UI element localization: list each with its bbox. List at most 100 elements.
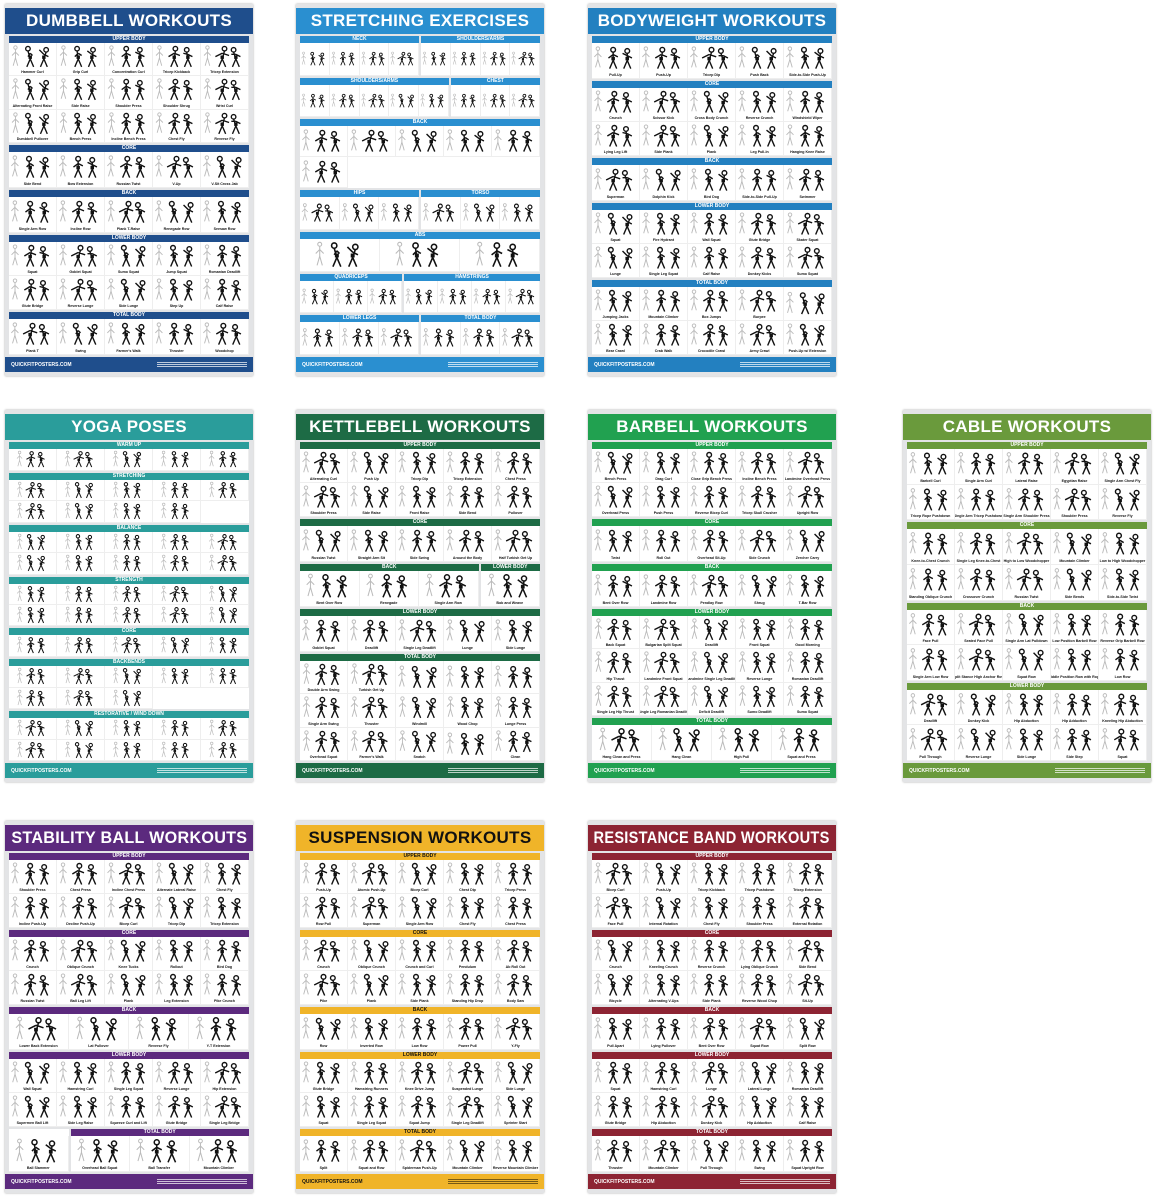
exercise-name: Jumping Jacks — [602, 315, 629, 319]
exercise-figure-icon — [301, 328, 334, 348]
exercise-name: Plank — [123, 998, 134, 1003]
exercise-grid: Crunch Oblique Crunch Crunch and Curl Pendu… — [300, 936, 540, 1005]
exercise-cell — [105, 501, 153, 523]
exercise-cell — [201, 479, 249, 502]
exercise-cell: Pull Through — [907, 725, 955, 761]
exercise-figure-icon — [957, 648, 996, 671]
exercise-cell: Russian Twist — [300, 525, 348, 563]
poster-stability-ball-workouts[interactable]: STABILITY BALL WORKOUTS UPPER BODY Shoulde… — [5, 821, 253, 1193]
poster-resistance-band-workouts[interactable]: RESISTANCE BAND WORKOUTS UPPER BODY Bicep … — [588, 821, 836, 1193]
exercise-cell: Thruster — [592, 1135, 640, 1172]
exercise-figure-icon — [690, 212, 729, 235]
footer-brand-text[interactable]: QUICKFITPOSTERS.COM — [302, 1178, 363, 1185]
exercise-cell: Bear Crawl — [592, 321, 640, 355]
exercise-figure-icon — [16, 481, 45, 498]
exercise-cell — [105, 718, 153, 740]
footer-brand-text[interactable]: QUICKFITPOSTERS.COM — [594, 1178, 655, 1185]
section-upper-body: UPPER BODY Bench Press Drag Curl Close Grip… — [592, 442, 832, 517]
poster-stretching-exercises[interactable]: STRETCHING EXERCISES NECK SHOULDERS/ARMS SH… — [296, 4, 544, 376]
exercise-figure-icon — [398, 485, 437, 508]
exercise-figure-icon — [909, 487, 948, 511]
footer-brand-text[interactable]: QUICKFITPOSTERS.COM — [11, 1178, 72, 1185]
exercise-name: Hip Thrust — [606, 676, 625, 681]
section-upper-body: UPPER BODY Shoulder Press Chest Press Incli… — [9, 853, 249, 928]
exercise-cell: Pike Crunch — [201, 970, 249, 1005]
exercise-cell — [9, 553, 57, 575]
exercise-cell — [105, 479, 153, 502]
exercise-cell: Single Leg Romanian Deadlift — [640, 682, 688, 716]
poster-yoga-poses[interactable]: YOGA POSES WARM UP STRETCHING BALANCE STRENG… — [5, 410, 253, 782]
exercise-name: T-Bar Row — [798, 601, 817, 606]
exercise-cell: Plank — [105, 970, 153, 1005]
exercise-figure-icon — [64, 637, 93, 654]
exercise-figure-icon — [398, 1061, 437, 1084]
footer-brand-text[interactable]: QUICKFITPOSTERS.COM — [909, 767, 970, 774]
footer-brand-text[interactable]: QUICKFITPOSTERS.COM — [302, 361, 363, 368]
exercise-cell: High to Low Woodchopper — [1003, 529, 1051, 565]
exercise-name: Straight Arm Sit — [357, 556, 386, 561]
exercise-figure-icon — [75, 1016, 117, 1041]
poster-content: WARM UP STRETCHING BALANCE STRENGTH CORE BACK… — [9, 442, 249, 761]
exercise-figure-icon — [446, 862, 485, 885]
exercise-cell: Pull-Up — [592, 43, 640, 80]
footer-brand-text[interactable]: QUICKFITPOSTERS.COM — [594, 361, 655, 368]
exercise-name: Single Leg Deadlift — [451, 1120, 484, 1125]
exercise-cell — [380, 239, 460, 272]
poster-kettlebell-workouts[interactable]: KETTLEBELL WORKOUTS UPPER BODY Alternating… — [296, 410, 544, 782]
exercise-figure-icon — [203, 1095, 242, 1118]
exercise-figure-icon — [690, 651, 729, 674]
exercise-cell — [329, 84, 360, 118]
exercise-cell: Romanian Deadlift — [784, 649, 832, 683]
exercise-name: Bench Press — [69, 136, 92, 141]
exercise-cell: Low Row — [1099, 645, 1147, 681]
exercise-figure-icon — [446, 451, 485, 474]
footer-brand-text[interactable]: QUICKFITPOSTERS.COM — [11, 767, 72, 774]
exercise-name: Plank — [366, 998, 377, 1003]
exercise-cell: Single Leg Squat — [105, 1058, 153, 1093]
exercise-cell: Back Squat — [592, 616, 640, 650]
exercise-figure-icon — [690, 618, 729, 641]
footer-brand-text[interactable]: QUICKFITPOSTERS.COM — [11, 361, 72, 368]
exercise-name: Atomic Push-Up — [357, 887, 386, 892]
poster-cable-workouts[interactable]: CABLE WORKOUTS UPPER BODY Barbell Curl Sing… — [903, 410, 1151, 782]
exercise-name: Hip Extension — [212, 1086, 237, 1091]
exercise-figure-icon — [11, 200, 50, 223]
exercise-figure-icon — [76, 1138, 118, 1163]
exercise-cell: Single Arm Swing — [300, 694, 348, 728]
footer-brand-text[interactable]: QUICKFITPOSTERS.COM — [302, 767, 363, 774]
exercise-name: Tricep Pushdown — [744, 887, 775, 892]
disclaimer-line — [157, 1183, 247, 1184]
exercise-name: Lunge Press — [504, 721, 527, 726]
section-total-body: TOTAL BODY Jumping Jacks Mountain Climber B… — [592, 280, 832, 355]
poster-suspension-workouts[interactable]: SUSPENSION WORKOUTS UPPER BODY Push-Up Atom… — [296, 821, 544, 1193]
section-header: WARM UP — [9, 442, 249, 449]
footer-disclaimer — [448, 768, 538, 773]
footer-brand-text[interactable]: QUICKFITPOSTERS.COM — [594, 767, 655, 774]
exercise-figure-icon — [398, 529, 437, 552]
poster-bodyweight-workouts[interactable]: BODYWEIGHT WORKOUTS UPPER BODY Pull-Up Push… — [588, 4, 836, 376]
exercise-name: Squat and Row — [358, 1165, 385, 1170]
exercise-cell: Around the Body — [444, 525, 492, 563]
exercise-cell: Box Jumps — [688, 287, 736, 321]
exercise-name: Bird Dog — [216, 964, 233, 969]
exercise-name: Pull Apart — [607, 1043, 624, 1048]
disclaimer-line — [448, 1179, 538, 1180]
exercise-name: Side Lunge — [505, 646, 526, 651]
exercise-figure-icon — [350, 619, 389, 642]
exercise-cell: Shoulder Press — [736, 893, 784, 928]
exercise-figure-icon — [957, 568, 996, 591]
exercise-cell: Wall Squat — [688, 210, 736, 245]
exercise-figure-icon — [64, 533, 93, 550]
exercise-name: Inverted Row — [360, 1043, 383, 1048]
poster-dumbbell-workouts[interactable]: DUMBBELL WORKOUTS UPPER BODY Hammer Curl Gr… — [5, 4, 253, 376]
exercise-cell: Lunge — [688, 1058, 736, 1093]
exercise-figure-icon — [957, 532, 996, 555]
exercise-cell: Jump Squat — [153, 241, 201, 276]
exercise-name: Crocodile Crawl — [697, 348, 726, 353]
exercise-name: High to Low Woodchopper — [1003, 558, 1050, 563]
exercise-cell: Shoulder Press — [105, 76, 153, 110]
exercise-cell: Reverse Mountain Climber — [492, 1135, 540, 1172]
exercise-name: Chest Press — [505, 921, 526, 926]
exercise-name: Single Arm Low Row — [912, 674, 949, 679]
poster-barbell-workouts[interactable]: BARBELL WORKOUTS UPPER BODY Bench Press Dra… — [588, 410, 836, 782]
